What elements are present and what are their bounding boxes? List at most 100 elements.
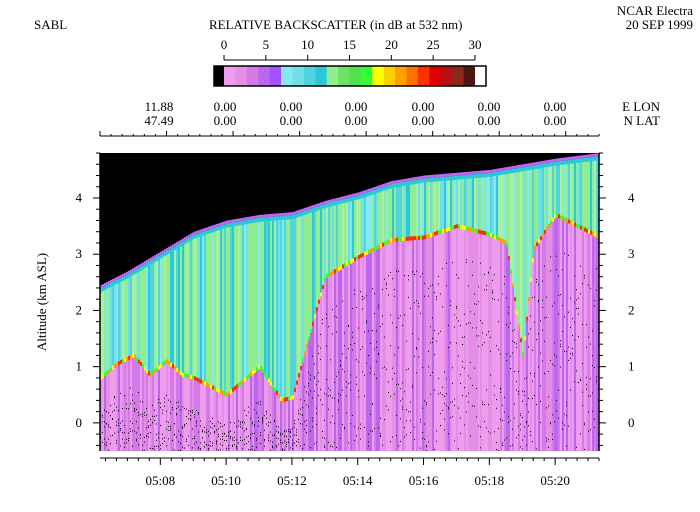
aerosol-top	[134, 354, 137, 359]
noise-speckle	[564, 316, 565, 318]
noise-speckle	[518, 393, 519, 395]
noise-speckle	[344, 345, 345, 347]
curtain-column	[264, 220, 267, 375]
noise-speckle	[112, 418, 113, 420]
curtain-column	[414, 183, 417, 239]
noise-speckle	[128, 440, 129, 442]
aerosol-top	[590, 230, 593, 235]
aerosol-top	[220, 389, 223, 394]
aircraft-edge	[526, 163, 529, 167]
noise-speckle	[118, 422, 119, 424]
noise-speckle	[460, 325, 461, 327]
lat-value: 0.00	[478, 113, 501, 128]
boundary-layer-column	[228, 393, 231, 451]
noise-speckle	[190, 410, 191, 412]
aircraft-edge	[390, 181, 393, 185]
curtain-column	[464, 178, 467, 229]
aerosol-top	[456, 224, 459, 229]
aerosol-top	[380, 243, 383, 248]
curtain-column	[172, 250, 175, 367]
noise-speckle	[172, 409, 173, 411]
aircraft-edge	[462, 172, 465, 176]
boundary-layer-column	[402, 239, 405, 451]
noise-speckle	[260, 403, 261, 405]
aircraft-edge	[562, 157, 565, 161]
noise-speckle	[510, 355, 511, 357]
aerosol-top	[484, 231, 487, 236]
boundary-layer-column	[300, 367, 303, 451]
aircraft-edge	[398, 179, 401, 183]
aircraft-edge	[180, 239, 183, 243]
noise-speckle	[554, 421, 555, 423]
curtain-column	[138, 270, 141, 362]
near-field-band	[192, 235, 195, 240]
noise-speckle	[486, 284, 487, 286]
x-tick-label: 05:16	[409, 473, 439, 488]
noise-speckle	[502, 293, 503, 295]
aircraft-edge	[232, 219, 235, 223]
aircraft-edge	[482, 170, 485, 174]
colorbar-swatch	[360, 66, 373, 86]
aircraft-edge	[452, 173, 455, 177]
noise-speckle	[374, 428, 375, 430]
curtain-column	[242, 223, 245, 382]
aerosol-top	[168, 360, 171, 365]
noise-speckle	[430, 393, 431, 395]
noise-speckle	[210, 432, 211, 434]
noise-speckle	[596, 268, 597, 270]
aerosol-top	[332, 270, 335, 275]
near-field-band	[400, 182, 403, 187]
boundary-layer-column	[350, 261, 353, 451]
noise-speckle	[266, 423, 267, 425]
curtain-column	[240, 224, 243, 383]
curtain-column	[450, 179, 453, 229]
noise-speckle	[380, 417, 381, 419]
curtain-column	[344, 201, 347, 266]
noise-speckle	[272, 445, 273, 447]
lat-value: 0.00	[345, 113, 368, 128]
aircraft-edge	[130, 269, 133, 273]
near-field-band	[202, 231, 205, 236]
noise-speckle	[578, 313, 579, 315]
noise-speckle	[358, 361, 359, 363]
curtain-column	[352, 199, 355, 261]
noise-speckle	[268, 434, 269, 436]
noise-speckle	[394, 289, 395, 291]
noise-speckle	[404, 391, 405, 393]
curtain-column	[222, 227, 225, 393]
noise-speckle	[174, 434, 175, 436]
noise-speckle	[450, 300, 451, 302]
noise-speckle	[230, 437, 231, 439]
noise-speckle	[250, 433, 251, 435]
noise-speckle	[538, 333, 539, 335]
curtain-column	[178, 246, 181, 372]
curtain-column	[544, 166, 547, 232]
boundary-layer-column	[236, 386, 239, 451]
noise-speckle	[300, 413, 301, 415]
boundary-layer-column	[526, 318, 529, 451]
noise-speckle	[278, 426, 279, 428]
near-field-band	[330, 202, 333, 207]
noise-speckle	[174, 423, 175, 425]
boundary-layer-column	[118, 363, 121, 451]
aircraft-edge	[294, 211, 297, 215]
noise-speckle	[262, 420, 263, 422]
noise-speckle	[596, 381, 597, 383]
noise-speckle	[532, 441, 533, 443]
aircraft-edge	[478, 170, 481, 174]
noise-speckle	[378, 353, 379, 355]
noise-speckle	[240, 421, 241, 423]
noise-speckle	[320, 359, 321, 361]
noise-speckle	[432, 371, 433, 373]
curtain-column	[510, 172, 513, 272]
noise-speckle	[276, 425, 277, 427]
aircraft-edge	[358, 192, 361, 196]
aircraft-edge	[576, 155, 579, 159]
noise-speckle	[530, 372, 531, 374]
noise-speckle	[596, 379, 597, 381]
noise-speckle	[192, 438, 193, 440]
near-field-band	[326, 203, 329, 208]
near-field-band	[428, 178, 431, 183]
aerosol-top	[242, 379, 245, 384]
near-field-band	[374, 189, 377, 194]
